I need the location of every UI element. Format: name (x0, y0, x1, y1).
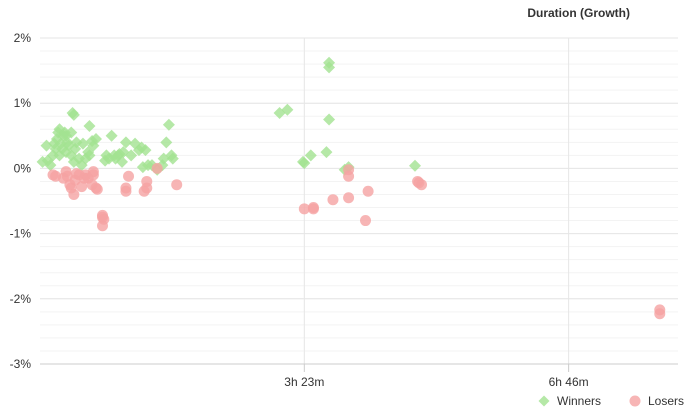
y-axis: 2% 1% 0% -1% -2% -3% (10, 31, 32, 371)
plot-area (36, 56, 666, 320)
loser-point[interactable] (343, 192, 355, 204)
winner-point[interactable] (139, 144, 152, 157)
loser-point[interactable] (98, 213, 110, 225)
legend-item-losers[interactable]: Losers (629, 394, 685, 408)
winner-point[interactable] (56, 142, 69, 155)
winner-point[interactable] (44, 159, 57, 172)
winner-point[interactable] (76, 137, 89, 150)
winner-point[interactable] (166, 152, 179, 165)
winner-point[interactable] (320, 146, 333, 159)
winner-point[interactable] (116, 155, 129, 168)
loser-point[interactable] (151, 162, 163, 174)
winner-point[interactable] (408, 159, 421, 172)
winner-point[interactable] (54, 137, 67, 150)
legend-label: Winners (557, 394, 601, 408)
winner-point[interactable] (304, 149, 317, 162)
loser-point[interactable] (68, 188, 80, 200)
winner-point[interactable] (160, 136, 173, 149)
winner-point[interactable] (125, 149, 138, 162)
loser-point[interactable] (298, 203, 310, 215)
winner-point[interactable] (67, 108, 80, 121)
y-tick-label: 1% (14, 96, 32, 110)
loser-point[interactable] (91, 183, 103, 195)
legend-circle-icon[interactable] (629, 395, 641, 407)
loser-point[interactable] (343, 170, 355, 182)
chart-title: Duration (Growth) (527, 6, 630, 20)
loser-point[interactable] (415, 179, 427, 191)
winner-point[interactable] (281, 103, 294, 116)
y-tick-label: 2% (14, 31, 32, 45)
winner-point[interactable] (105, 129, 118, 142)
y-tick-label: -2% (10, 292, 32, 306)
winner-point[interactable] (323, 56, 336, 69)
winner-point[interactable] (162, 118, 175, 131)
y-tick-label: -3% (10, 357, 32, 371)
winner-point[interactable] (83, 120, 96, 133)
legend[interactable]: Winners Losers (538, 394, 685, 408)
winner-point[interactable] (65, 126, 78, 139)
loser-point[interactable] (327, 194, 339, 206)
loser-point[interactable] (141, 175, 153, 187)
loser-point[interactable] (120, 185, 132, 197)
series-losers (47, 162, 666, 320)
loser-point[interactable] (87, 169, 99, 181)
loser-point[interactable] (123, 170, 135, 182)
loser-point[interactable] (362, 185, 374, 197)
grid (40, 37, 678, 365)
winner-point[interactable] (89, 133, 102, 146)
legend-item-winners[interactable]: Winners (538, 394, 602, 408)
winner-point[interactable] (323, 113, 336, 126)
y-tick-label: -1% (10, 227, 32, 241)
x-tick-label: 6h 46m (549, 375, 589, 389)
legend-diamond-icon[interactable] (538, 395, 550, 407)
y-tick-label: 0% (14, 161, 32, 175)
loser-point[interactable] (360, 215, 372, 227)
winner-point[interactable] (83, 149, 96, 162)
loser-point[interactable] (654, 308, 666, 320)
loser-point[interactable] (307, 202, 319, 214)
loser-point[interactable] (171, 179, 183, 191)
legend-label: Losers (648, 394, 684, 408)
winner-point[interactable] (119, 136, 132, 149)
loser-point[interactable] (76, 181, 88, 193)
x-axis: 3h 23m 6h 46m (40, 363, 678, 389)
winner-point[interactable] (298, 157, 311, 170)
x-tick-label: 3h 23m (284, 375, 324, 389)
